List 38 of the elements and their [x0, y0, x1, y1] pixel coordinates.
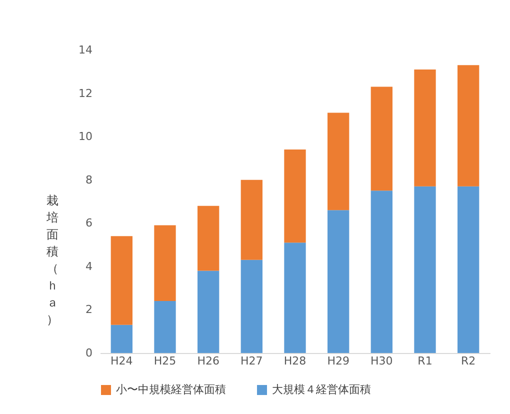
bar [328, 210, 350, 353]
bar [110, 324, 132, 353]
bar [458, 186, 480, 353]
y-tick-label: 12 [78, 86, 92, 100]
bar [370, 190, 392, 353]
bar [240, 260, 262, 353]
bar [198, 206, 220, 271]
y-tick-label: 2 [86, 303, 92, 316]
x-tick-label: H27 [240, 354, 263, 368]
bar [284, 150, 306, 243]
legend-label: 小〜中規模経営体面積 [116, 383, 226, 396]
x-tick-label: H26 [197, 354, 220, 368]
bar [414, 69, 436, 186]
y-tick-label: 6 [86, 216, 92, 230]
y-tick-label: 10 [78, 130, 92, 144]
x-tick-label: H30 [370, 354, 393, 368]
y-tick-label: 0 [86, 346, 92, 360]
x-tick-label: H29 [327, 354, 350, 368]
x-tick-label: H25 [154, 354, 176, 368]
legend-label: 大規模４経営体面積 [272, 383, 371, 396]
bar [458, 65, 480, 186]
y-axis-title: 栽培面積（ｈａ） [46, 194, 58, 326]
bar [110, 236, 132, 325]
y-tick-label: 14 [78, 44, 92, 56]
bar [154, 301, 176, 353]
bar [284, 242, 306, 353]
x-tick-label: R1 [418, 354, 432, 368]
bar [198, 270, 220, 353]
bar [414, 186, 436, 353]
y-tick-label: 4 [86, 260, 92, 273]
x-tick-label: R2 [461, 354, 476, 368]
bar [370, 86, 392, 191]
bar [240, 180, 262, 260]
y-tick-label: 8 [86, 173, 92, 186]
x-tick-label: H28 [284, 354, 306, 368]
x-tick-label: H24 [110, 354, 133, 368]
bar [154, 225, 176, 302]
bar [328, 112, 350, 210]
